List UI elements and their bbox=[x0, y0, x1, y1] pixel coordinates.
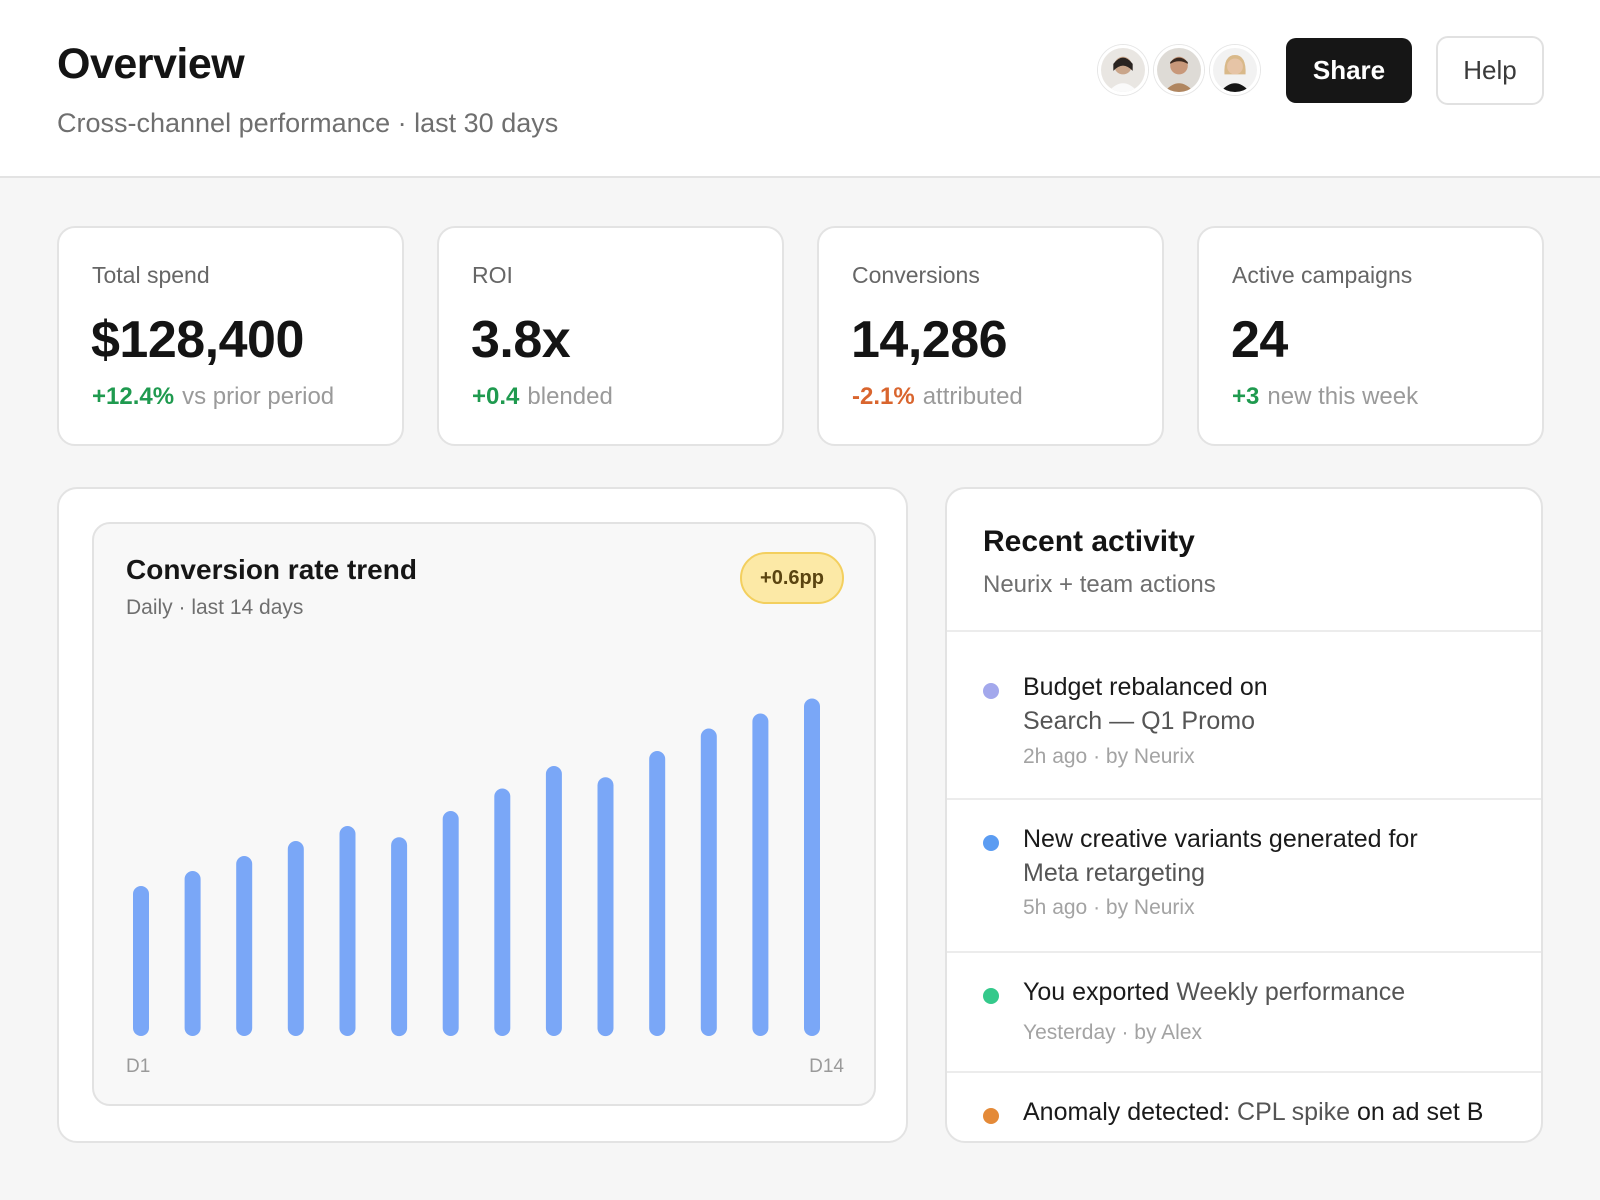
activity-item[interactable]: You exported Weekly performance Yesterda… bbox=[947, 953, 1541, 1071]
kpi-note: vs prior period bbox=[182, 383, 335, 410]
kpi-delta: -2.1% bbox=[852, 383, 915, 410]
kpi-delta: +3 bbox=[1232, 383, 1260, 410]
kpi-note: new this week bbox=[1267, 383, 1419, 410]
activity-item[interactable]: Anomaly detected: CPL spike on ad set B bbox=[947, 1073, 1541, 1141]
kpi-label: Active campaigns bbox=[1232, 262, 1413, 288]
chart-subtitle: Daily · last 14 days bbox=[126, 596, 304, 619]
avatar-person-icon bbox=[1101, 48, 1145, 92]
kpi-label: Conversions bbox=[852, 262, 980, 288]
status-dot-icon bbox=[983, 988, 999, 1004]
kpi-card-conversions: Conversions 14,286 -2.1% attributed bbox=[817, 226, 1164, 446]
kpi-note: attributed bbox=[922, 383, 1023, 410]
divider bbox=[947, 951, 1541, 953]
divider bbox=[947, 1071, 1541, 1073]
bar-d2[interactable] bbox=[184, 871, 201, 1036]
activity-text: New creative variants generated for Meta… bbox=[1023, 822, 1513, 890]
activity-text-part: You exported bbox=[1023, 978, 1170, 1006]
page-header: Overview Cross-channel performance · las… bbox=[0, 0, 1600, 178]
avatar[interactable] bbox=[1154, 45, 1204, 95]
x-axis-start-label: D1 bbox=[126, 1056, 150, 1077]
avatar[interactable] bbox=[1210, 45, 1260, 95]
avatar[interactable] bbox=[1098, 45, 1148, 95]
kpi-value: 3.8x bbox=[471, 311, 571, 369]
kpi-value: 24 bbox=[1231, 311, 1288, 369]
share-button[interactable]: Share bbox=[1286, 38, 1412, 103]
bar-d8[interactable] bbox=[494, 788, 511, 1037]
activity-item[interactable]: Budget rebalanced on Search — Q1 Promo 2… bbox=[947, 632, 1541, 798]
bar-d5[interactable] bbox=[339, 826, 356, 1036]
kpi-footer: +0.4 blended bbox=[472, 383, 613, 411]
activity-text-part: Anomaly detected: bbox=[1023, 1098, 1231, 1126]
bar-d13[interactable] bbox=[752, 713, 769, 1037]
chart-bars bbox=[133, 698, 820, 1037]
kpi-footer: +3 new this week bbox=[1232, 383, 1418, 411]
activity-text-part: on ad set B bbox=[1357, 1098, 1484, 1126]
activity-meta: 5h ago · by Neurix bbox=[1023, 896, 1195, 919]
activity-text-line: Search — Q1 Promo bbox=[1023, 707, 1256, 735]
kpi-label: ROI bbox=[472, 262, 513, 288]
divider bbox=[947, 630, 1541, 632]
kpi-footer: -2.1% attributed bbox=[852, 383, 1023, 411]
activity-text: Budget rebalanced on Search — Q1 Promo bbox=[1023, 670, 1513, 738]
activity-text-line: Meta retargeting bbox=[1023, 859, 1206, 887]
chart-canvas: D1 D14 bbox=[126, 698, 844, 1077]
bar-d11[interactable] bbox=[649, 751, 666, 1036]
chart-panel: D1 D14 Conversion rate trend Daily · las… bbox=[57, 487, 908, 1143]
kpi-card-active-campaigns: Active campaigns 24 +3 new this week bbox=[1197, 226, 1544, 446]
kpi-value: $128,400 bbox=[91, 311, 304, 369]
kpi-label: Total spend bbox=[92, 262, 210, 288]
avatar-person-icon bbox=[1157, 48, 1201, 92]
activity-meta: Yesterday · by Alex bbox=[1023, 1021, 1202, 1044]
kpi-card-total-spend: Total spend $128,400 +12.4% vs prior peri… bbox=[57, 226, 404, 446]
activity-subtitle: Neurix + team actions bbox=[983, 571, 1216, 598]
avatar-person-icon bbox=[1213, 48, 1257, 92]
status-dot-icon bbox=[983, 1108, 999, 1124]
chart-title: Conversion rate trend bbox=[126, 554, 417, 585]
status-dot-icon bbox=[983, 835, 999, 851]
activity-meta: 2h ago · by Neurix bbox=[1023, 745, 1195, 768]
page-subtitle: Cross-channel performance · last 30 days bbox=[57, 108, 559, 138]
kpi-delta: +12.4% bbox=[92, 383, 175, 410]
activity-text-line: New creative variants generated for bbox=[1023, 825, 1418, 853]
activity-item[interactable]: New creative variants generated for Meta… bbox=[947, 800, 1541, 951]
activity-text-line: Budget rebalanced on bbox=[1023, 673, 1268, 701]
bar-d4[interactable] bbox=[287, 841, 304, 1036]
kpi-delta: +0.4 bbox=[472, 383, 520, 410]
kpi-footer: +12.4% vs prior period bbox=[92, 383, 334, 411]
activity-text: You exported Weekly performance bbox=[1023, 975, 1513, 1009]
conversion-rate-chart: D1 D14 Conversion rate trend Daily · las… bbox=[92, 522, 876, 1106]
activity-text-part: CPL spike bbox=[1237, 1098, 1351, 1126]
bar-d14[interactable] bbox=[804, 698, 820, 1037]
page-title: Overview bbox=[57, 40, 245, 88]
bar-d3[interactable] bbox=[236, 856, 253, 1036]
bar-d12[interactable] bbox=[700, 728, 717, 1037]
kpi-value: 14,286 bbox=[851, 311, 1008, 369]
recent-activity-panel: Recent activity Neurix + team actions Bu… bbox=[945, 487, 1543, 1143]
activity-title: Recent activity bbox=[983, 525, 1195, 558]
activity-text: Anomaly detected: CPL spike on ad set B bbox=[1023, 1095, 1513, 1129]
status-dot-icon bbox=[983, 683, 999, 699]
divider bbox=[947, 798, 1541, 800]
kpi-card-roi: ROI 3.8x +0.4 blended bbox=[437, 226, 784, 446]
chart-delta-badge: +0.6pp bbox=[740, 552, 844, 604]
bar-d9[interactable] bbox=[545, 766, 562, 1036]
bar-d10[interactable] bbox=[597, 777, 614, 1037]
bar-d7[interactable] bbox=[442, 811, 459, 1036]
activity-text-part: Weekly performance bbox=[1176, 978, 1406, 1006]
bar-d6[interactable] bbox=[391, 837, 408, 1037]
bar-d1[interactable] bbox=[133, 886, 149, 1036]
x-axis-end-label: D14 bbox=[809, 1056, 844, 1077]
kpi-note: blended bbox=[527, 383, 613, 410]
help-button[interactable]: Help bbox=[1436, 36, 1544, 105]
